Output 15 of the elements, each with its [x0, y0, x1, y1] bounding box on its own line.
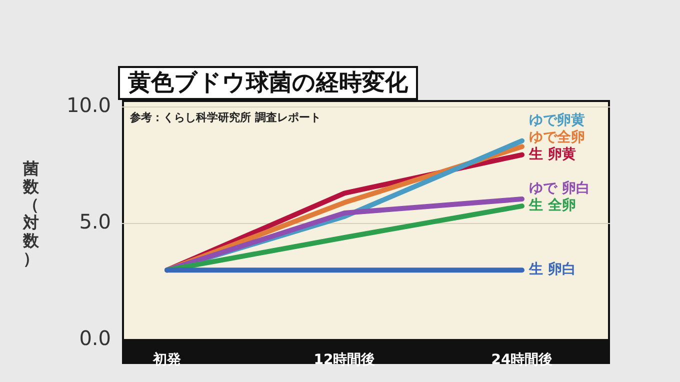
- chart-title: 黄色ブドウ球菌の経時変化: [118, 66, 418, 100]
- series-label: ゆで 卵白: [529, 180, 590, 197]
- y-axis-title: 菌数（対数）: [22, 159, 40, 268]
- x-tick-label: 初発: [152, 351, 181, 368]
- y-tick-label: 5.0: [79, 210, 111, 234]
- y-tick-label: 10.0: [66, 93, 111, 118]
- y-tick-label: 0.0: [79, 326, 111, 350]
- x-tick-label: 24時間後: [491, 352, 553, 368]
- series-label: 生 卵黄: [528, 146, 576, 162]
- series-label: ゆで卵黄: [529, 112, 585, 128]
- series-label: ゆで全卵: [529, 129, 585, 146]
- series-label: 生 卵白: [528, 262, 576, 278]
- annotation: 参考：くらし科学研究所 調査レポート: [129, 110, 321, 124]
- series-label: 生 全卵: [528, 198, 576, 214]
- x-tick-label: 12時間後: [314, 352, 376, 368]
